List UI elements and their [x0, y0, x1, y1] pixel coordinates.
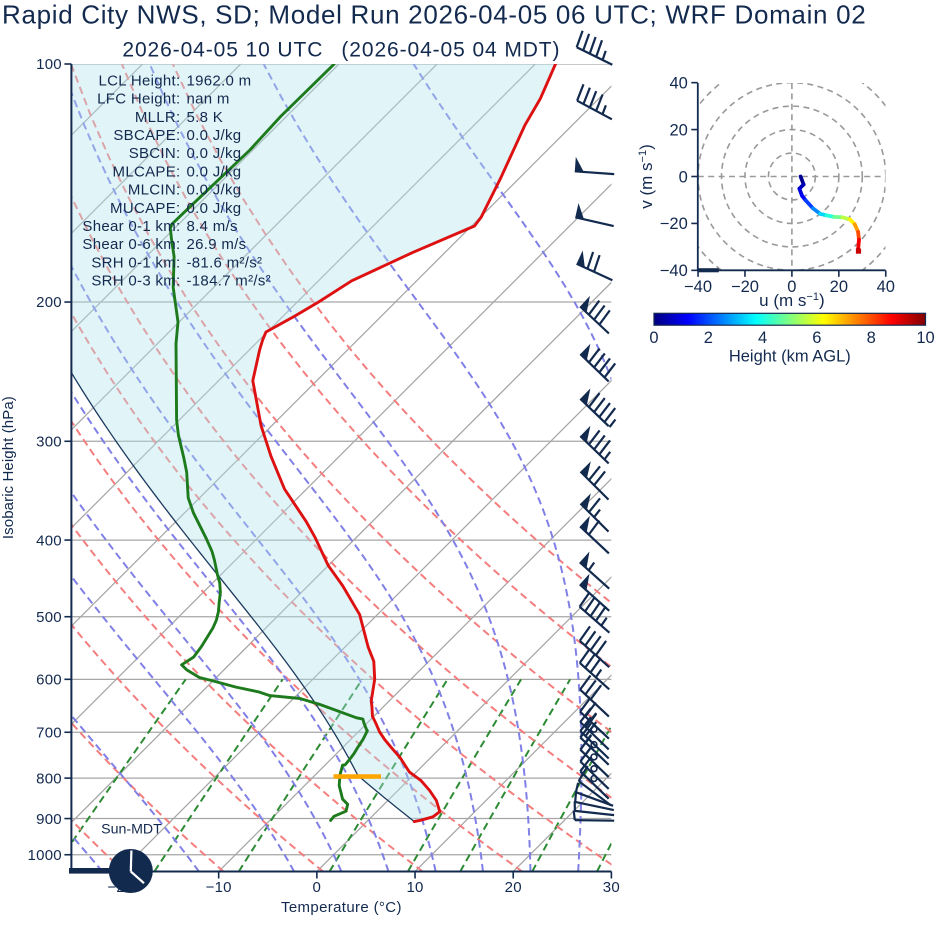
svg-text:4: 4: [758, 329, 767, 347]
svg-text:SBCAPE:: SBCAPE:: [113, 127, 180, 144]
svg-text:-184.7 m²/s²: -184.7 m²/s²: [187, 273, 271, 290]
svg-text:700: 700: [36, 724, 62, 741]
svg-text:Shear 0-1 km:: Shear 0-1 km:: [82, 218, 180, 235]
svg-text:2026-04-05 10 UTC (2026-04-05: 2026-04-05 10 UTC (2026-04-05 04 MDT): [122, 39, 560, 62]
svg-text:Sun-MDT: Sun-MDT: [101, 822, 162, 838]
svg-text:Height (km AGL): Height (km AGL): [729, 348, 851, 366]
svg-text:600: 600: [36, 672, 62, 689]
svg-text:−20: −20: [731, 278, 759, 296]
svg-text:0.0 J/kg: 0.0 J/kg: [187, 145, 242, 162]
svg-text:0.0 J/kg: 0.0 J/kg: [187, 163, 242, 180]
svg-text:−40: −40: [660, 262, 688, 280]
svg-text:1000: 1000: [28, 847, 62, 864]
svg-text:200: 200: [36, 294, 62, 311]
svg-text:0.0 J/kg: 0.0 J/kg: [187, 182, 242, 199]
svg-text:20: 20: [669, 121, 687, 139]
svg-text:100: 100: [36, 56, 62, 73]
svg-text:0: 0: [649, 329, 658, 347]
svg-text:Shear 0-6 km:: Shear 0-6 km:: [82, 236, 180, 253]
svg-text:5.8 K: 5.8 K: [187, 109, 224, 126]
svg-text:20: 20: [830, 278, 848, 296]
svg-text:0: 0: [679, 168, 688, 186]
svg-text:0: 0: [787, 278, 796, 296]
svg-text:30: 30: [603, 879, 620, 896]
svg-text:6: 6: [812, 329, 821, 347]
svg-text:MUCAPE:: MUCAPE:: [110, 200, 180, 217]
svg-text:8: 8: [867, 329, 876, 347]
svg-text:−10: −10: [206, 879, 232, 896]
svg-text:10: 10: [916, 329, 934, 347]
svg-text:SRH 0-1 km:: SRH 0-1 km:: [91, 254, 180, 271]
svg-text:20: 20: [505, 879, 522, 896]
svg-text:MLCAPE:: MLCAPE:: [113, 163, 181, 180]
svg-text:2: 2: [704, 329, 713, 347]
svg-text:800: 800: [36, 770, 62, 787]
svg-text:SRH 0-3 km:: SRH 0-3 km:: [91, 273, 180, 290]
svg-text:40: 40: [877, 278, 895, 296]
svg-text:nan m: nan m: [187, 91, 230, 108]
svg-text:500: 500: [36, 609, 62, 626]
svg-text:900: 900: [36, 811, 62, 828]
svg-text:−40: −40: [684, 278, 712, 296]
svg-text:-81.6 m²/s²: -81.6 m²/s²: [187, 254, 263, 271]
svg-text:26.9 m/s: 26.9 m/s: [187, 236, 247, 253]
svg-text:400: 400: [36, 532, 62, 549]
svg-text:8.4 m/s: 8.4 m/s: [187, 218, 238, 235]
svg-text:LFC Height:: LFC Height:: [97, 91, 180, 108]
svg-text:−20: −20: [660, 215, 688, 233]
svg-text:0.0 J/kg: 0.0 J/kg: [187, 200, 242, 217]
svg-text:SBCIN:: SBCIN:: [129, 145, 181, 162]
svg-text:MLCIN:: MLCIN:: [128, 182, 181, 199]
svg-text:0: 0: [313, 879, 322, 896]
svg-text:MLLR:: MLLR:: [135, 109, 181, 126]
svg-text:1962.0 m: 1962.0 m: [187, 72, 252, 89]
svg-text:300: 300: [36, 433, 62, 450]
svg-text:40: 40: [669, 74, 687, 92]
svg-text:Rapid City NWS, SD; Model Run: Rapid City NWS, SD; Model Run 2026-04-05…: [2, 0, 866, 30]
svg-text:10: 10: [406, 879, 423, 896]
svg-text:LCL Height:: LCL Height:: [99, 72, 181, 89]
svg-text:Isobaric Height (hPa): Isobaric Height (hPa): [0, 396, 17, 539]
svg-text:0.0 J/kg: 0.0 J/kg: [187, 127, 242, 144]
svg-text:Temperature (°C): Temperature (°C): [281, 899, 402, 916]
